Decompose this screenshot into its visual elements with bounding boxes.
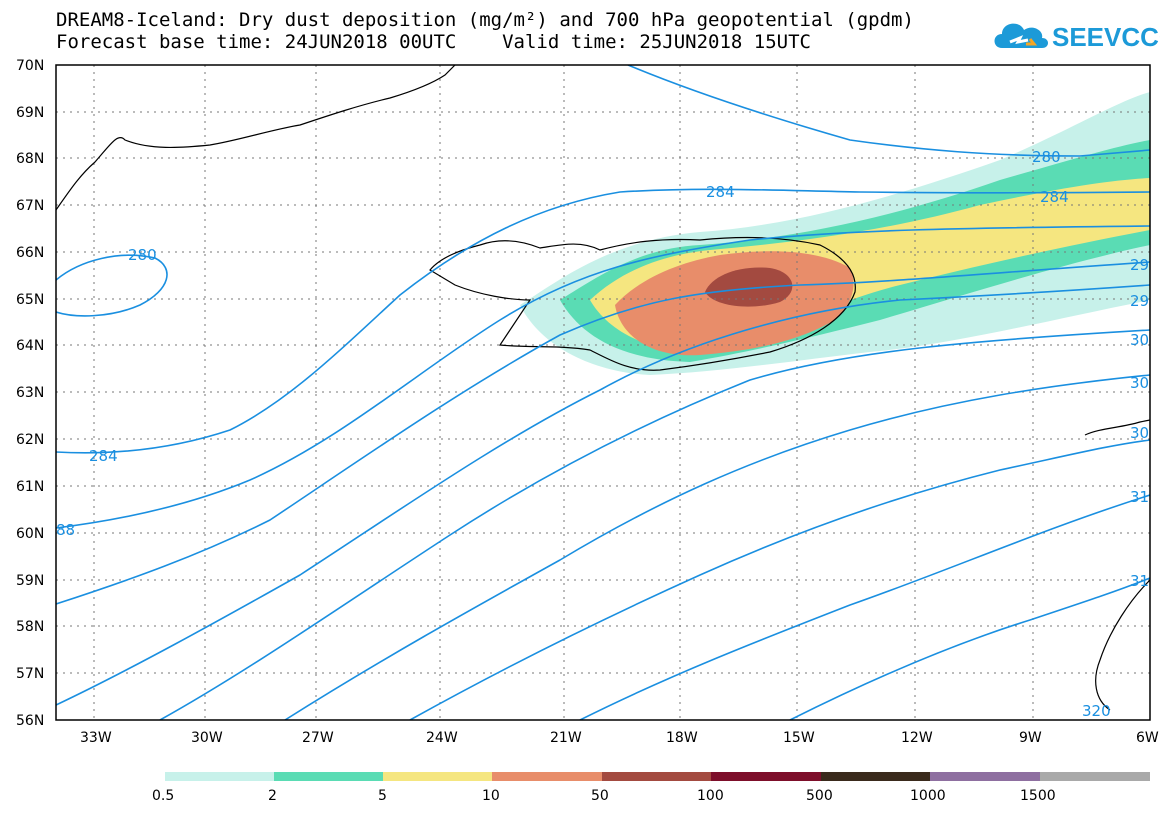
contour-label: 88 bbox=[56, 521, 75, 539]
legend-label: 50 bbox=[591, 788, 609, 804]
lat-label: 70N bbox=[16, 58, 44, 74]
legend-label: 5 bbox=[378, 788, 387, 804]
contour-label: 320 bbox=[1082, 702, 1111, 720]
lat-label: 69N bbox=[16, 105, 44, 121]
contour-label: 29 bbox=[1130, 256, 1149, 274]
legend-swatch bbox=[711, 772, 821, 781]
legend-swatch bbox=[602, 772, 711, 781]
contour-label: 280 bbox=[1032, 148, 1061, 166]
contour-label: 284 bbox=[89, 447, 118, 465]
contour-label: 31 bbox=[1130, 488, 1149, 506]
lat-label: 64N bbox=[16, 338, 44, 354]
lat-label: 67N bbox=[16, 198, 44, 214]
legend-swatch bbox=[274, 772, 383, 781]
contour-labels: 280 284 280 284 284 88 29 29 30 30 30 31… bbox=[56, 148, 1149, 720]
legend-swatch bbox=[930, 772, 1040, 781]
contour-label: 31 bbox=[1130, 572, 1149, 590]
norway-coast-north bbox=[1084, 419, 1150, 436]
contour-label: 30 bbox=[1130, 374, 1149, 392]
lat-label: 60N bbox=[16, 526, 44, 542]
dust-contour-50 bbox=[705, 267, 793, 307]
lon-label: 21W bbox=[550, 730, 582, 746]
legend-label: 2 bbox=[268, 788, 277, 804]
legend-swatch bbox=[383, 772, 492, 781]
legend-label: 0.5 bbox=[152, 788, 174, 804]
greenland-coast bbox=[56, 65, 456, 211]
longitude-labels: 33W 30W 27W 24W 21W 18W 15W 12W 9W 6W bbox=[80, 730, 1159, 746]
lon-label: 33W bbox=[80, 730, 112, 746]
lat-label: 66N bbox=[16, 245, 44, 261]
legend-label: 1500 bbox=[1020, 788, 1056, 804]
contour-label: 30 bbox=[1130, 424, 1149, 442]
lon-label: 9W bbox=[1019, 730, 1042, 746]
seevccc-logo: SEEVCCC bbox=[994, 22, 1160, 52]
graticule bbox=[56, 65, 1150, 720]
legend-swatch bbox=[492, 772, 602, 781]
geopotential-contours bbox=[56, 65, 1150, 720]
lon-label: 6W bbox=[1136, 730, 1159, 746]
contour-label: 29 bbox=[1130, 292, 1149, 310]
lon-label: 12W bbox=[901, 730, 933, 746]
map-frame bbox=[55, 64, 1151, 721]
legend-label: 1000 bbox=[910, 788, 946, 804]
lat-label: 58N bbox=[16, 619, 44, 635]
color-legend: 0.5 2 5 10 50 100 500 1000 1500 bbox=[152, 772, 1150, 804]
lat-label: 57N bbox=[16, 666, 44, 682]
lon-label: 18W bbox=[666, 730, 698, 746]
legend-swatch bbox=[1040, 772, 1150, 781]
lat-label: 59N bbox=[16, 573, 44, 589]
lon-label: 15W bbox=[783, 730, 815, 746]
contour-label: 284 bbox=[706, 183, 735, 201]
cloud-logo-icon bbox=[994, 23, 1048, 48]
legend-label: 500 bbox=[806, 788, 833, 804]
lat-label: 65N bbox=[16, 292, 44, 308]
lon-label: 30W bbox=[191, 730, 223, 746]
legend-swatch bbox=[165, 772, 274, 781]
scotland-coast bbox=[1095, 579, 1150, 711]
chart-title: DREAM8-Iceland: Dry dust deposition (mg/… bbox=[56, 9, 914, 31]
logo-text: SEEVCCC bbox=[1052, 22, 1160, 52]
legend-label: 100 bbox=[697, 788, 724, 804]
lat-label: 61N bbox=[16, 479, 44, 495]
contour-label: 30 bbox=[1130, 331, 1149, 349]
lon-label: 27W bbox=[302, 730, 334, 746]
iceland-coast bbox=[429, 236, 856, 371]
coastlines bbox=[56, 65, 1150, 711]
contour-label: 280 bbox=[128, 246, 157, 264]
lat-label: 68N bbox=[16, 151, 44, 167]
latitude-labels: 70N 69N 68N 67N 66N 65N 64N 63N 62N 61N … bbox=[16, 58, 44, 729]
lat-label: 63N bbox=[16, 385, 44, 401]
lat-label: 56N bbox=[16, 713, 44, 729]
legend-swatch bbox=[821, 772, 930, 781]
legend-label: 10 bbox=[482, 788, 500, 804]
lat-label: 62N bbox=[16, 432, 44, 448]
lon-label: 24W bbox=[426, 730, 458, 746]
contour-label: 284 bbox=[1040, 188, 1069, 206]
chart-subtitle-times: Forecast base time: 24JUN2018 00UTC Vali… bbox=[56, 31, 811, 53]
